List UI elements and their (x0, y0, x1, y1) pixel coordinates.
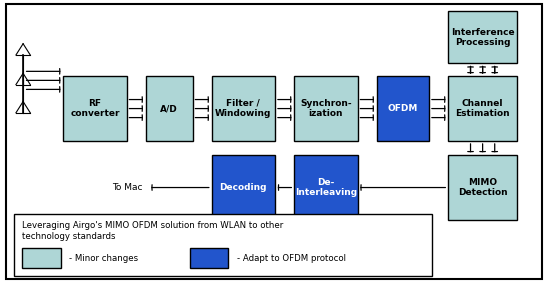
FancyBboxPatch shape (190, 248, 228, 268)
FancyBboxPatch shape (14, 214, 432, 276)
Text: De-
Interleaving: De- Interleaving (295, 178, 357, 197)
Text: OFDM: OFDM (388, 104, 418, 113)
Text: Channel
Estimation: Channel Estimation (455, 99, 510, 118)
FancyBboxPatch shape (448, 11, 517, 63)
FancyBboxPatch shape (294, 155, 358, 220)
FancyBboxPatch shape (377, 76, 429, 141)
Text: RF
converter: RF converter (70, 99, 120, 118)
FancyBboxPatch shape (212, 155, 275, 220)
FancyBboxPatch shape (6, 4, 542, 279)
FancyBboxPatch shape (294, 76, 358, 141)
Text: Decoding: Decoding (219, 183, 267, 192)
FancyBboxPatch shape (448, 76, 517, 141)
Text: MIMO
Detection: MIMO Detection (458, 178, 508, 197)
Text: A/D: A/D (160, 104, 178, 113)
Text: Interference
Processing: Interference Processing (451, 28, 514, 47)
Text: - Minor changes: - Minor changes (69, 254, 138, 263)
FancyBboxPatch shape (22, 248, 61, 268)
Text: Synchron-
ization: Synchron- ization (300, 99, 351, 118)
Text: Leveraging Airgo's MIMO OFDM solution from WLAN to other
technology standards: Leveraging Airgo's MIMO OFDM solution fr… (22, 221, 283, 241)
Text: - Adapt to OFDM protocol: - Adapt to OFDM protocol (236, 254, 345, 263)
FancyBboxPatch shape (63, 76, 126, 141)
FancyBboxPatch shape (212, 76, 275, 141)
FancyBboxPatch shape (448, 155, 517, 220)
FancyBboxPatch shape (146, 76, 192, 141)
Text: Filter /
Windowing: Filter / Windowing (215, 99, 272, 118)
Text: To Mac: To Mac (113, 183, 143, 192)
